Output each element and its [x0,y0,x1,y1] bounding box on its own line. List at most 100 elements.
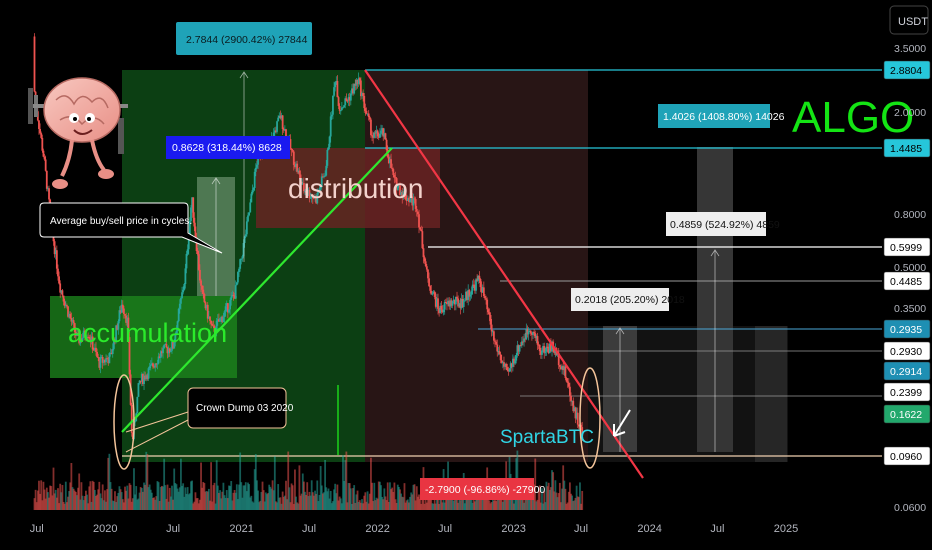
volume-bar [339,498,342,510]
right-shade [588,326,788,462]
candle [310,193,313,203]
x-tick-1: 2020 [93,523,117,535]
volume-bar [318,494,321,510]
volume-bar [249,497,252,510]
current-ellipse [579,367,601,469]
volume-bar [85,490,87,510]
candle [365,107,368,115]
candle [173,338,176,349]
volume-bar [216,485,219,510]
price-tag-28804: 2.8804 [883,60,931,80]
volume-bar [363,495,366,510]
x-tick-3: 2021 [229,523,253,535]
volume-bar [458,491,461,510]
volume-bar [406,499,409,510]
candle [45,170,48,192]
candle [57,264,59,281]
volume-bar [270,488,273,510]
volume-bar [556,497,559,510]
candle [423,255,426,264]
candle [576,407,579,429]
volume-bar [364,492,367,510]
volume-bar [296,502,299,510]
candle [418,209,420,234]
volume-bar [514,498,517,510]
volume-bar [528,499,531,510]
candle [55,245,58,275]
currency-badge[interactable] [889,5,929,35]
volume-bar [268,484,271,510]
volume-bar [139,487,142,510]
volume-bar [385,500,388,510]
volume-bar [580,503,582,510]
volume-bar [107,457,110,510]
candle [448,297,451,310]
volume-bar [220,498,223,510]
candle [184,263,187,289]
candle [440,300,443,314]
candle [333,81,335,97]
candle [467,284,470,306]
candle [209,316,211,325]
candle [54,247,57,260]
volume-bar [362,503,365,510]
candle [345,93,348,102]
volume-bar [199,499,201,510]
candle [510,362,513,373]
volume-bar [234,492,237,510]
candle [404,191,407,201]
volume-bar [164,485,167,510]
candle [301,178,304,186]
candle [70,312,73,326]
candle [300,181,303,185]
candle [167,345,170,358]
candle [178,299,181,314]
volume-bar [374,500,377,510]
volume-bar [186,487,189,510]
candle [509,361,512,372]
volume-bar [38,480,40,510]
candle [525,323,528,341]
candle [126,315,129,328]
candle [191,197,193,213]
candle [155,363,158,368]
volume-bar [473,501,476,510]
volume-bar [135,486,138,510]
volume-bar [153,497,155,510]
measure-label-drop: -2.7900 (-96.86%) -27900 [420,478,545,500]
volume-bar [517,490,520,510]
candle [412,193,415,211]
x-tick-11: 2025 [774,523,798,535]
volume-bar [411,494,414,510]
volume-bar [392,491,395,510]
volume-bar [554,480,557,510]
candle [211,321,214,326]
volume-bar [210,462,213,510]
candle [343,104,346,108]
projection-arrows [211,71,720,452]
candle [53,239,56,258]
volume-bar [129,484,132,510]
volume-bar [476,496,479,510]
candle [421,226,424,250]
volume-bar [239,452,242,510]
candle [197,250,200,271]
candle [526,325,529,338]
volume-bar [61,485,64,510]
candle [101,354,104,369]
candle [66,303,68,309]
volume-bar [60,492,63,510]
volume-bar [81,495,84,510]
candle [64,300,67,308]
volume-bar [42,481,45,510]
candle [88,334,91,340]
uptrend-line [121,147,393,433]
candle [382,127,385,141]
candle [305,190,308,194]
candle [356,79,359,89]
candle [235,281,238,286]
volume-bar [116,496,119,510]
volume-bar [377,481,380,510]
candle [531,332,533,341]
volume-bar [400,493,403,510]
